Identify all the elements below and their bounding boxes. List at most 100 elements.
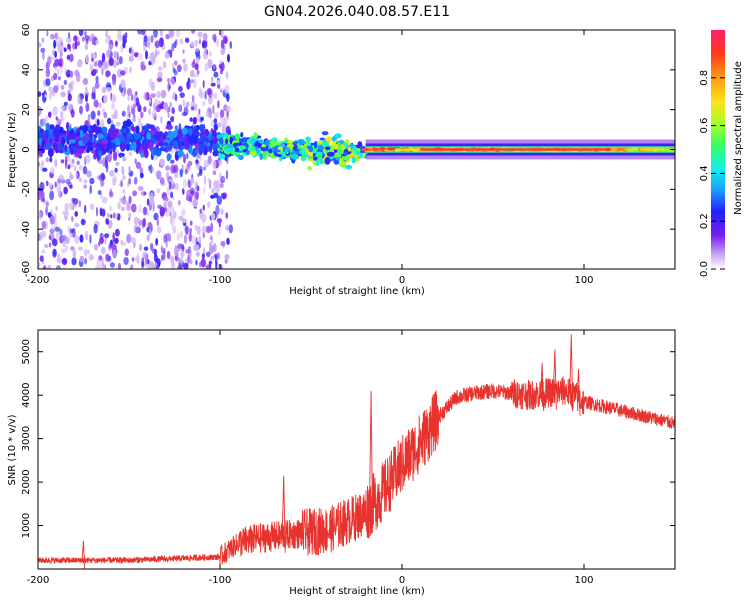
band-cell <box>197 143 205 151</box>
noise-cell <box>137 186 144 191</box>
band-cell <box>258 139 264 144</box>
band-cell <box>339 140 345 144</box>
noise-cell <box>213 111 219 119</box>
noise-cell <box>159 30 164 37</box>
band-cell <box>339 144 346 151</box>
noise-cell <box>45 114 49 123</box>
noise-cell <box>105 155 108 164</box>
noise-cell <box>95 206 99 217</box>
noise-cell <box>191 30 196 34</box>
noise-cell <box>207 201 211 208</box>
noise-cell <box>174 182 179 191</box>
noise-cell <box>74 69 80 77</box>
noise-cell <box>141 257 145 267</box>
noise-cell <box>84 95 88 101</box>
noise-cell <box>130 236 136 244</box>
noise-cell <box>54 226 61 232</box>
noise-cell <box>122 40 126 49</box>
noise-cell <box>43 264 47 269</box>
noise-cell <box>40 47 46 53</box>
noise-cell <box>68 202 74 211</box>
noise-cell <box>68 82 72 90</box>
noise-cell <box>198 108 201 115</box>
band-cell <box>325 146 331 151</box>
noise-cell <box>146 264 151 269</box>
y-tick-label: 5000 <box>21 339 32 364</box>
noise-cell <box>170 206 175 213</box>
chart-title: GN04.2026.040.08.57.E11 <box>264 4 450 20</box>
noise-cell <box>111 73 117 82</box>
noise-cell <box>52 238 58 247</box>
band-cell <box>235 147 240 153</box>
noise-cell <box>219 109 225 118</box>
colorbar-tick-label: 0.4 <box>699 165 710 181</box>
noise-cell <box>60 91 66 98</box>
noise-cell <box>224 84 230 94</box>
noise-cell <box>187 77 190 84</box>
noise-cell <box>135 226 140 234</box>
noise-cell <box>61 234 67 242</box>
noise-cell <box>168 30 175 38</box>
noise-cell <box>140 111 144 119</box>
noise-cell <box>210 222 214 233</box>
noise-cell <box>55 231 60 241</box>
line-cell <box>379 147 386 151</box>
noise-cell <box>74 40 78 50</box>
noise-cell <box>142 206 148 216</box>
noise-cell <box>173 246 178 256</box>
noise-cell <box>106 87 112 92</box>
noise-cell <box>220 39 225 50</box>
noise-cell <box>201 253 205 260</box>
noise-cell <box>154 50 158 58</box>
spectrogram-y-ticks: -60 -40 -20 0 20 40 60 <box>21 24 675 277</box>
noise-cell <box>182 99 186 107</box>
noise-cell <box>217 122 222 128</box>
noise-cell <box>228 224 233 234</box>
noise-cell <box>87 113 91 124</box>
noise-cell <box>191 94 195 103</box>
noise-cell <box>124 248 129 257</box>
noise-cell <box>111 102 115 110</box>
noise-cell <box>63 186 68 195</box>
band-cell <box>194 143 200 151</box>
noise-cell <box>225 71 229 80</box>
noise-cell <box>107 213 110 218</box>
noise-cell <box>78 165 83 171</box>
noise-cell <box>52 106 58 116</box>
noise-cell <box>85 154 91 164</box>
noise-cell <box>175 39 178 45</box>
noise-cell <box>79 255 85 263</box>
noise-cell <box>204 63 208 72</box>
noise-cell <box>55 116 58 121</box>
noise-cell <box>216 195 222 205</box>
noise-cell <box>226 237 230 245</box>
noise-cell <box>156 219 160 227</box>
noise-cell <box>46 201 49 208</box>
noise-cell <box>137 117 142 126</box>
band-cell <box>45 142 52 150</box>
noise-cell <box>38 233 41 242</box>
noise-cell <box>52 90 55 97</box>
line-cell <box>659 148 670 152</box>
noise-cell <box>59 50 63 58</box>
noise-cell <box>97 190 102 195</box>
noise-cell <box>41 249 46 254</box>
band-cell <box>240 132 244 138</box>
band-cell <box>185 140 190 150</box>
band-cell <box>68 139 76 144</box>
band-cell <box>148 130 156 135</box>
noise-cell <box>89 234 92 244</box>
noise-cell <box>97 110 101 116</box>
line-cell <box>627 148 636 152</box>
noise-cell <box>202 32 208 41</box>
noise-cell <box>39 255 44 262</box>
band-cell <box>166 154 171 162</box>
noise-cell <box>64 202 69 212</box>
noise-cell <box>50 225 56 231</box>
noise-cell <box>113 109 118 119</box>
band-cell <box>356 151 360 155</box>
noise-cell <box>160 254 164 262</box>
noise-cell <box>152 108 157 118</box>
band-cell <box>55 134 59 141</box>
